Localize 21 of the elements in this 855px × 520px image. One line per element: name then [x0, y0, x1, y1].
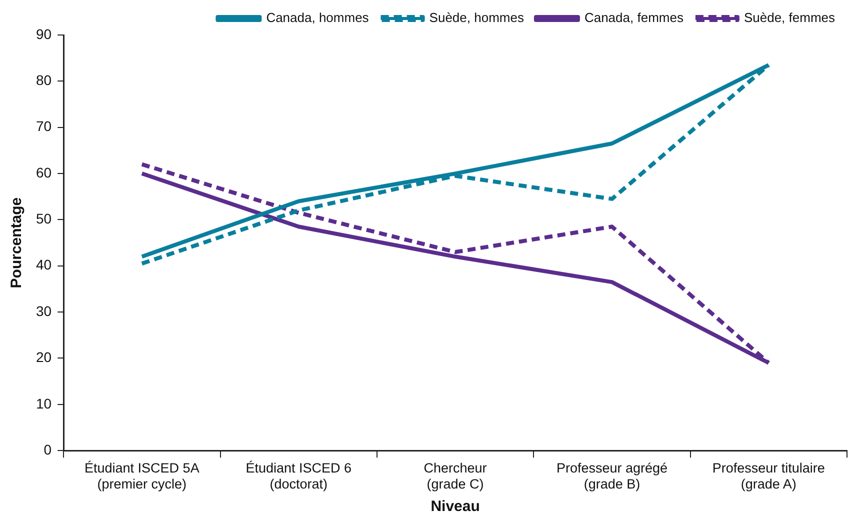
y-tick-label: 10 — [36, 395, 52, 412]
y-tick-label: 80 — [36, 72, 52, 88]
y-tick-label: 30 — [36, 302, 52, 319]
legend-label: Canada, hommes — [266, 10, 370, 26]
x-axis-title: Niveau — [430, 498, 480, 516]
y-tick-label: 50 — [36, 210, 52, 227]
legend-label: Canada, femmes — [584, 10, 684, 26]
legend-label: Suède, hommes — [429, 10, 524, 26]
y-tick-label: 20 — [36, 349, 52, 366]
x-tick-label: Étudiant ISCED 6 (doctorat) — [246, 460, 352, 492]
y-tick-label: 60 — [36, 164, 52, 180]
legend-label: Suède, femmes — [744, 10, 836, 26]
y-tick-label: 40 — [36, 256, 52, 273]
x-tick-label: Professeur agrégé (grade B) — [556, 460, 668, 492]
x-tick-label: Professeur titulaire (grade A) — [712, 460, 825, 492]
y-tick-label: 90 — [36, 26, 52, 42]
x-tick-label: Chercheur (grade C) — [424, 460, 488, 492]
y-tick-label: 70 — [36, 118, 52, 134]
y-tick-label: 0 — [44, 441, 52, 458]
y-axis-title: Pourcentage — [8, 197, 26, 288]
x-tick-label: Étudiant ISCED 5A (premier cycle) — [84, 460, 200, 492]
